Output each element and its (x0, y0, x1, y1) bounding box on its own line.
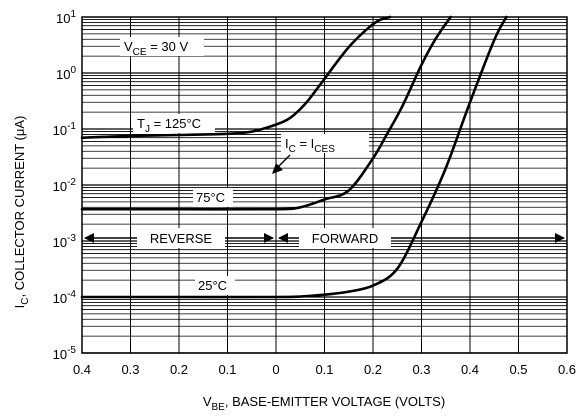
vce-label: VCE = 30 V (124, 39, 188, 58)
x-tick-label: 0 (272, 362, 279, 377)
vce-label-bg (120, 37, 204, 56)
reverse-label-bg (137, 228, 225, 248)
x-tick-label: 0.1 (218, 362, 236, 377)
curve-75c (80, 15, 452, 211)
t75-label-bg (193, 188, 233, 207)
forward-label-bg (299, 228, 391, 248)
x-tick-label: 0.2 (364, 362, 382, 377)
x-tick-label: 0.3 (121, 362, 139, 377)
y-axis-title: IC, COLLECTOR CURRENT (μA) (12, 116, 31, 309)
x-tick-label: 0.1 (315, 362, 333, 377)
x-axis-title: VBE, BASE-EMITTER VOLTAGE (VOLTS) (203, 394, 445, 413)
tj-label-bg (133, 114, 215, 133)
y-tick-label: 10-1 (53, 121, 77, 138)
tj-label: TJ = 125°C (137, 116, 201, 135)
ic-ices-arrowhead (272, 163, 283, 174)
y-tick-label: 10-3 (53, 233, 77, 250)
y-tick-label: 100 (56, 65, 76, 82)
x-tick-label: 0.3 (412, 362, 430, 377)
x-tick-label: 0.5 (509, 362, 527, 377)
y-tick-label: 101 (56, 9, 76, 26)
annotations: VCE = 30 V TJ = 125°C IC = ICES 75°C 25°C REV… (84, 37, 565, 295)
grid-lines (81, 17, 568, 354)
y-tick-label: 10-4 (53, 289, 77, 306)
x-tick-label: 0.4 (73, 362, 91, 377)
plot-frame (81, 16, 568, 354)
x-tick-label: 0.4 (461, 362, 479, 377)
y-tick-label: 10-2 (53, 177, 77, 194)
reverse-label: REVERSE (150, 231, 212, 246)
forward-arrowhead-right (555, 233, 565, 243)
ic-ices-label: IC = ICES (285, 136, 335, 155)
forward-arrowhead-left (278, 233, 288, 243)
tick-labels: 0.4 0.3 0.2 0.1 0 0.1 0.2 0.3 0.4 0.5 0.6 101 100 10-… (53, 9, 576, 377)
curve-125c (80, 15, 392, 139)
ic-ices-label-bg (281, 134, 369, 153)
t75-label: 75°C (196, 190, 225, 205)
curve-25c (80, 15, 508, 299)
ic-ices-arrow-line (276, 154, 291, 169)
reverse-arrowhead-left (84, 233, 94, 243)
curves (80, 15, 508, 299)
t25-label-bg (195, 276, 235, 295)
reverse-arrowhead-right (264, 233, 274, 243)
y-tick-label: 10-5 (53, 345, 77, 362)
forward-label: FORWARD (312, 231, 378, 246)
t25-label: 25°C (198, 278, 227, 293)
x-tick-label: 0.6 (558, 362, 576, 377)
x-tick-label: 0.2 (170, 362, 188, 377)
